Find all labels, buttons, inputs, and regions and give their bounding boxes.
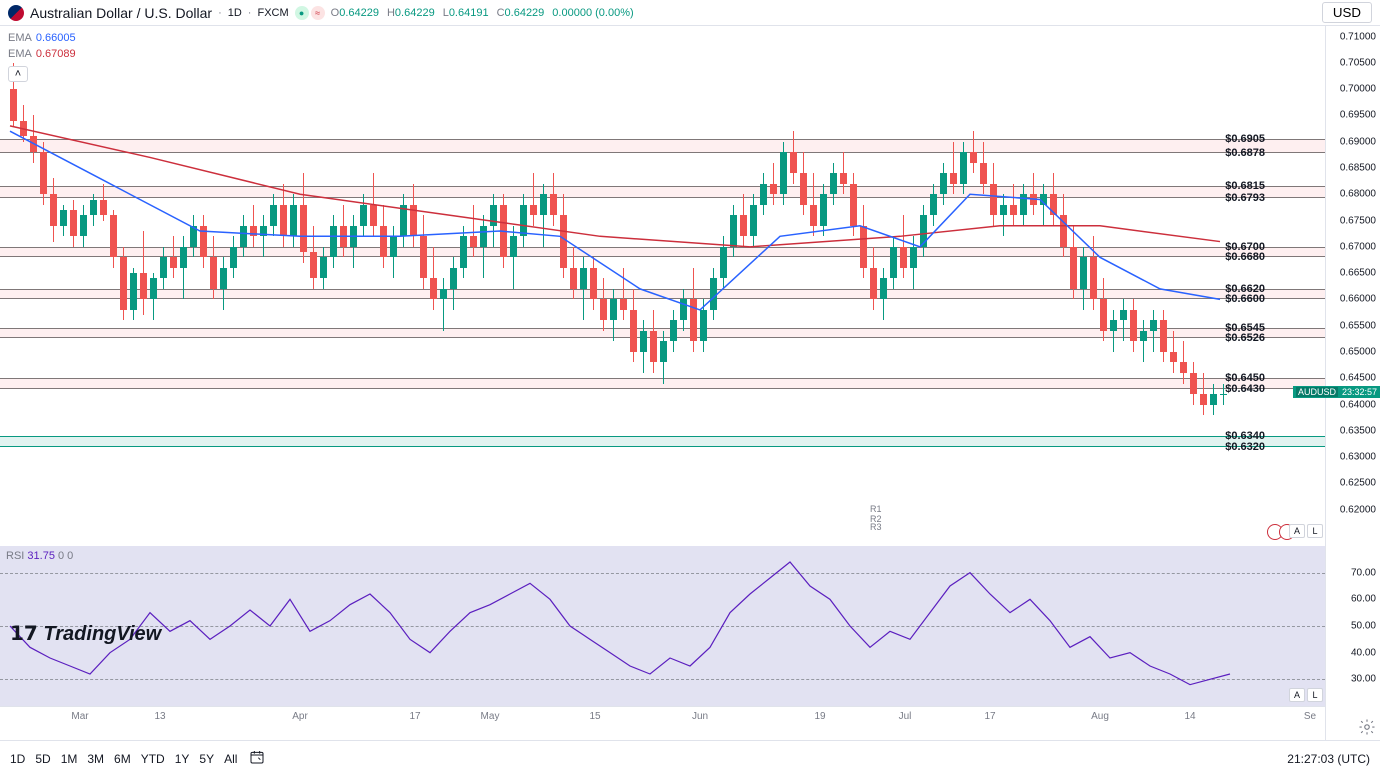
- timeframe-3m[interactable]: 3M: [87, 752, 104, 766]
- y-tick: 0.70000: [1340, 84, 1376, 95]
- delay-icon: ≈: [311, 6, 325, 20]
- y-tick: 0.66000: [1340, 294, 1376, 305]
- chart-area[interactable]: $0.6905$0.6878$0.6815$0.6793$0.6700$0.66…: [0, 26, 1380, 740]
- y-tick: 0.65000: [1340, 346, 1376, 357]
- pivot-r1: R1: [870, 504, 882, 514]
- y-tick: 0.62500: [1340, 478, 1376, 489]
- ema1-value: 0.66005: [36, 32, 76, 44]
- y-tick: 0.69500: [1340, 110, 1376, 121]
- x-tick: 17: [409, 711, 420, 722]
- change-value: 0.00000 (0.00%): [552, 7, 633, 19]
- rsi-y-tick: 60.00: [1351, 594, 1376, 605]
- market-open-icon: ●: [295, 6, 309, 20]
- y-tick: 0.71000: [1340, 31, 1376, 42]
- rsi-band: [0, 626, 1325, 627]
- y-tick: 0.66500: [1340, 268, 1376, 279]
- x-tick: 13: [154, 711, 165, 722]
- auto-button[interactable]: A: [1289, 688, 1305, 702]
- utc-clock[interactable]: 21:27:03 (UTC): [1287, 752, 1370, 766]
- y-tick: 0.69000: [1340, 136, 1376, 147]
- tradingview-watermark: 𝟭𝟳 TradingView: [10, 621, 161, 646]
- x-tick: Mar: [71, 711, 88, 722]
- pivot-r3: R3: [870, 522, 882, 532]
- timeframe-1y[interactable]: 1Y: [175, 752, 190, 766]
- rsi-y-tick: 40.00: [1351, 647, 1376, 658]
- ohlc-readout: O0.64229 H0.64229 L0.64191 C0.64229 0.00…: [331, 7, 634, 19]
- zone-label: $0.6680: [1225, 251, 1265, 263]
- currency-button[interactable]: USD: [1322, 2, 1372, 23]
- y-tick: 0.70500: [1340, 57, 1376, 68]
- zone-label: $0.6815: [1225, 180, 1265, 192]
- price-pane[interactable]: $0.6905$0.6878$0.6815$0.6793$0.6700$0.66…: [0, 26, 1325, 536]
- rsi-pane[interactable]: RSI 31.75 0 0 𝟭𝟳 TradingView A L: [0, 546, 1325, 706]
- y-tick: 0.67000: [1340, 241, 1376, 252]
- zone-label: $0.6793: [1225, 192, 1265, 204]
- zone-label: $0.6600: [1225, 293, 1265, 305]
- zone-label: $0.6526: [1225, 332, 1265, 344]
- rsi-legend: RSI 31.75 0 0: [6, 550, 73, 562]
- timeframe-6m[interactable]: 6M: [114, 752, 131, 766]
- y-tick: 0.62000: [1340, 504, 1376, 515]
- x-tick: 15: [589, 711, 600, 722]
- calendar-icon[interactable]: [249, 749, 265, 768]
- timeframe-5d[interactable]: 5D: [35, 752, 50, 766]
- zone-label: $0.6430: [1225, 383, 1265, 395]
- symbol-title[interactable]: Australian Dollar / U.S. Dollar: [30, 5, 212, 21]
- auto-button[interactable]: A: [1289, 524, 1305, 538]
- timeframe-selector: 1D 5D 1M 3M 6M YTD 1Y 5Y All: [10, 752, 237, 766]
- x-tick: Se: [1304, 711, 1316, 722]
- zone-label: $0.6905: [1225, 133, 1265, 145]
- y-tick: 0.67500: [1340, 215, 1376, 226]
- rsi-band: [0, 573, 1325, 574]
- log-button[interactable]: L: [1307, 524, 1323, 538]
- chart-header: Australian Dollar / U.S. Dollar · 1D · F…: [0, 0, 1380, 26]
- y-tick: 0.64500: [1340, 373, 1376, 384]
- broker-label: FXCM: [257, 7, 288, 19]
- indicator-legend: EMA 0.66005 EMA 0.67089 ˄: [8, 30, 76, 82]
- ema2-value: 0.67089: [36, 48, 76, 60]
- y-tick: 0.64000: [1340, 399, 1376, 410]
- al-toggles-price: A L: [1289, 524, 1323, 538]
- bottom-toolbar: 1D 5D 1M 3M 6M YTD 1Y 5Y All 21:27:03 (UTC): [0, 740, 1380, 776]
- timeframe-all[interactable]: All: [224, 752, 237, 766]
- zone-label: $0.6320: [1225, 441, 1265, 453]
- log-button[interactable]: L: [1307, 688, 1323, 702]
- x-tick: 14: [1184, 711, 1195, 722]
- y-tick: 0.68500: [1340, 162, 1376, 173]
- collapse-indicators-button[interactable]: ˄: [8, 66, 28, 82]
- timeframe-ytd[interactable]: YTD: [141, 752, 165, 766]
- price-y-axis[interactable]: 0.71000 0.70500 0.70000 0.69500 0.69000 0.685…: [1325, 26, 1380, 740]
- y-tick: 0.63500: [1340, 425, 1376, 436]
- rsi-y-tick: 70.00: [1351, 567, 1376, 578]
- symbol-flag-icon: [8, 5, 24, 21]
- rsi-y-tick: 50.00: [1351, 621, 1376, 632]
- al-toggles-rsi: A L: [1289, 688, 1323, 702]
- y-tick: 0.68000: [1340, 189, 1376, 200]
- x-tick: 17: [984, 711, 995, 722]
- time-x-axis[interactable]: Mar 13 Apr 17 May 15 Jun 19 Jul 17 Aug 14 Se: [0, 706, 1325, 730]
- current-price-tag: AUDUSD23:32:57: [1293, 386, 1380, 398]
- interval-label[interactable]: 1D: [228, 7, 242, 19]
- status-badges: ● ≈: [295, 6, 325, 20]
- y-tick: 0.65500: [1340, 320, 1376, 331]
- x-tick: May: [481, 711, 500, 722]
- x-tick: Aug: [1091, 711, 1109, 722]
- rsi-band: [0, 679, 1325, 680]
- timeframe-5y[interactable]: 5Y: [199, 752, 214, 766]
- y-tick: 0.63000: [1340, 452, 1376, 463]
- rsi-y-tick: 30.00: [1351, 674, 1376, 685]
- gear-icon[interactable]: [1358, 718, 1376, 736]
- timeframe-1m[interactable]: 1M: [61, 752, 78, 766]
- zone-label: $0.6878: [1225, 147, 1265, 159]
- candlestick-series: [0, 26, 1325, 536]
- x-tick: Apr: [292, 711, 308, 722]
- timeframe-1d[interactable]: 1D: [10, 752, 25, 766]
- x-tick: Jul: [899, 711, 912, 722]
- x-tick: 19: [814, 711, 825, 722]
- x-tick: Jun: [692, 711, 708, 722]
